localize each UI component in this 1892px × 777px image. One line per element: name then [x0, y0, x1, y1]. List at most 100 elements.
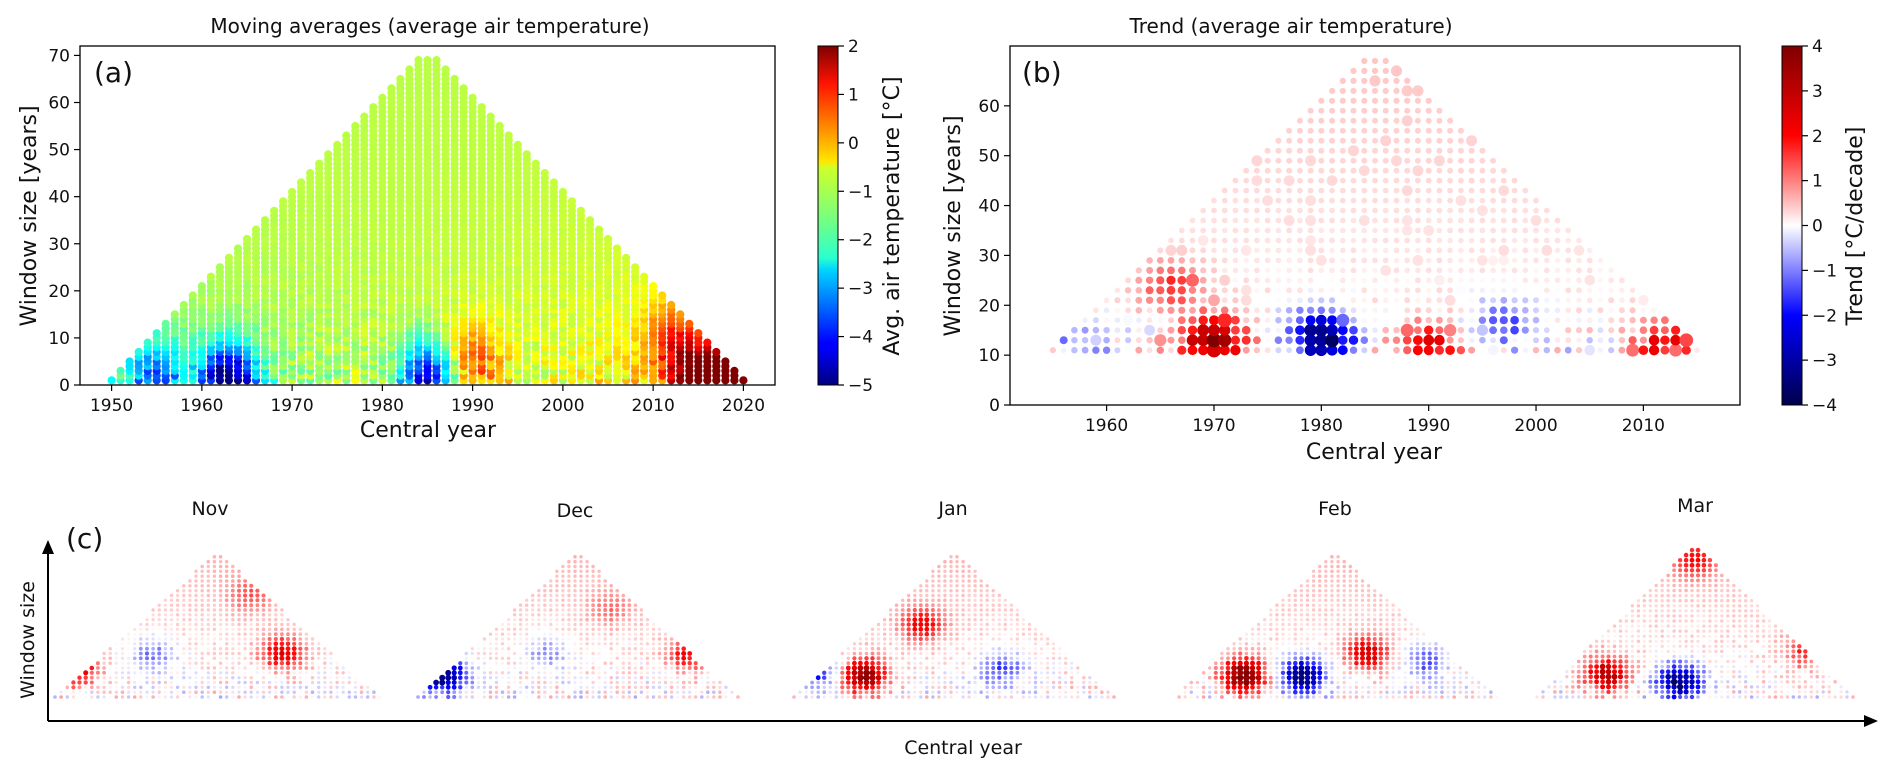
panel-b-point [1499, 316, 1508, 325]
mini-plot-point [561, 666, 565, 670]
panel-b-point [1339, 97, 1346, 104]
panel-b-point [1295, 325, 1305, 336]
panel-b-point [1415, 177, 1421, 184]
mini-plot-point [531, 642, 535, 646]
mini-plot-point [543, 642, 547, 646]
mini-plot-point [206, 651, 210, 656]
mini-plot-point [518, 676, 523, 680]
mini-plot-point [280, 695, 284, 699]
panel-b-point [1339, 307, 1347, 314]
mini-plot-point [219, 618, 223, 622]
panel-b-point [1554, 297, 1561, 303]
mini-plot-point [603, 676, 607, 680]
mini-plot-point [219, 666, 223, 670]
panel-b-point [1329, 257, 1335, 264]
mini-plot-point [603, 666, 607, 670]
panel-b-point [1490, 277, 1496, 283]
mini-plot-point [102, 651, 106, 656]
mini-plot-title: Nov [191, 498, 228, 520]
mini-plot-point [280, 618, 284, 622]
mini-plot-point [224, 593, 229, 598]
mini-plot-point [286, 666, 290, 670]
panel-b-point [1114, 327, 1121, 334]
panel-b-point [1189, 217, 1196, 224]
mini-plot-point [188, 632, 192, 636]
mini-plot-point [645, 671, 650, 675]
mini-plot-point [280, 671, 284, 675]
panel-b-point [1501, 267, 1507, 274]
mini-plot-point [114, 690, 119, 694]
panel-b-xlabel: Central year [1306, 440, 1443, 465]
mini-plot-point [163, 671, 168, 675]
mini-plot-point [133, 642, 137, 646]
mini-plot-point [224, 598, 229, 603]
panel-a-point [631, 263, 640, 272]
mini-plot-point [291, 651, 297, 656]
mini-plot-point [627, 690, 631, 694]
mini-plot-point [127, 661, 131, 665]
panel-b-point [1372, 317, 1378, 323]
panel-b-point [1468, 197, 1475, 204]
mini-plot-point [464, 651, 468, 656]
mini-plot-point [513, 656, 517, 660]
mini-plot-point [476, 676, 480, 680]
panel-b-point [1479, 307, 1486, 314]
panel-b-point [1166, 285, 1176, 295]
panel-b-point [1243, 207, 1250, 214]
panel-b-point [1361, 107, 1368, 114]
panel-b-point [1274, 336, 1283, 345]
mini-plot-point [482, 637, 487, 641]
mini-plot-point [237, 680, 241, 685]
panel-b-point [1522, 227, 1529, 234]
mini-plot-point [96, 695, 100, 699]
mini-plot-point [108, 695, 112, 699]
mini-plot-point [194, 651, 198, 656]
mini-plot-point [500, 656, 505, 660]
mini-plot-point [567, 666, 571, 670]
mini-plot-point [176, 661, 180, 665]
panel-b-point [1372, 307, 1378, 313]
panel-b-point [1372, 187, 1378, 194]
mini-plot-point [298, 671, 302, 675]
mini-plot-point [249, 618, 253, 622]
mini-plot-point [225, 666, 229, 670]
panel-b-point [1414, 127, 1421, 134]
mini-plot-point [230, 583, 235, 588]
mini-plot-point [182, 618, 186, 622]
mini-plot-point [261, 622, 266, 627]
panel-b-point [1337, 345, 1348, 356]
mini-plot-point [261, 656, 266, 661]
mini-plot-point [651, 685, 656, 689]
panel-b-point [1458, 297, 1464, 303]
panel-b-point [1275, 237, 1282, 244]
panel-b-point [1576, 307, 1582, 314]
mini-plot-point [237, 593, 241, 598]
mini-plot-point [225, 622, 229, 627]
panel-b-point [1511, 337, 1518, 343]
mini-plot-point [225, 651, 229, 656]
mini-plot-point [255, 608, 260, 612]
mini-plot-point [218, 661, 223, 665]
panel-b-point [1565, 327, 1572, 334]
mini-plot-point [519, 680, 523, 685]
panel-b-point [1649, 325, 1659, 335]
mini-plot-point [89, 665, 95, 671]
mini-plot-point [433, 679, 439, 686]
panel-b-point [1189, 237, 1196, 244]
mini-plot-point [255, 613, 260, 617]
mini-plot-point [639, 671, 644, 675]
mini-plot-point [573, 676, 577, 680]
panel-b-point [1326, 324, 1338, 337]
mini-plot-point [267, 613, 272, 617]
mini-plot-point [506, 690, 511, 694]
mini-plot-point [525, 681, 529, 684]
panel-b-point [1211, 277, 1217, 284]
panel-b-point [1178, 257, 1186, 264]
mini-plot-point [145, 632, 149, 636]
mini-plot-point [518, 671, 523, 675]
mini-plot-point [645, 680, 650, 685]
panel-b-point [1554, 217, 1561, 224]
panel-b-point [1264, 327, 1271, 334]
panel-b-point [1221, 237, 1228, 244]
panel-b-point [1286, 257, 1292, 264]
